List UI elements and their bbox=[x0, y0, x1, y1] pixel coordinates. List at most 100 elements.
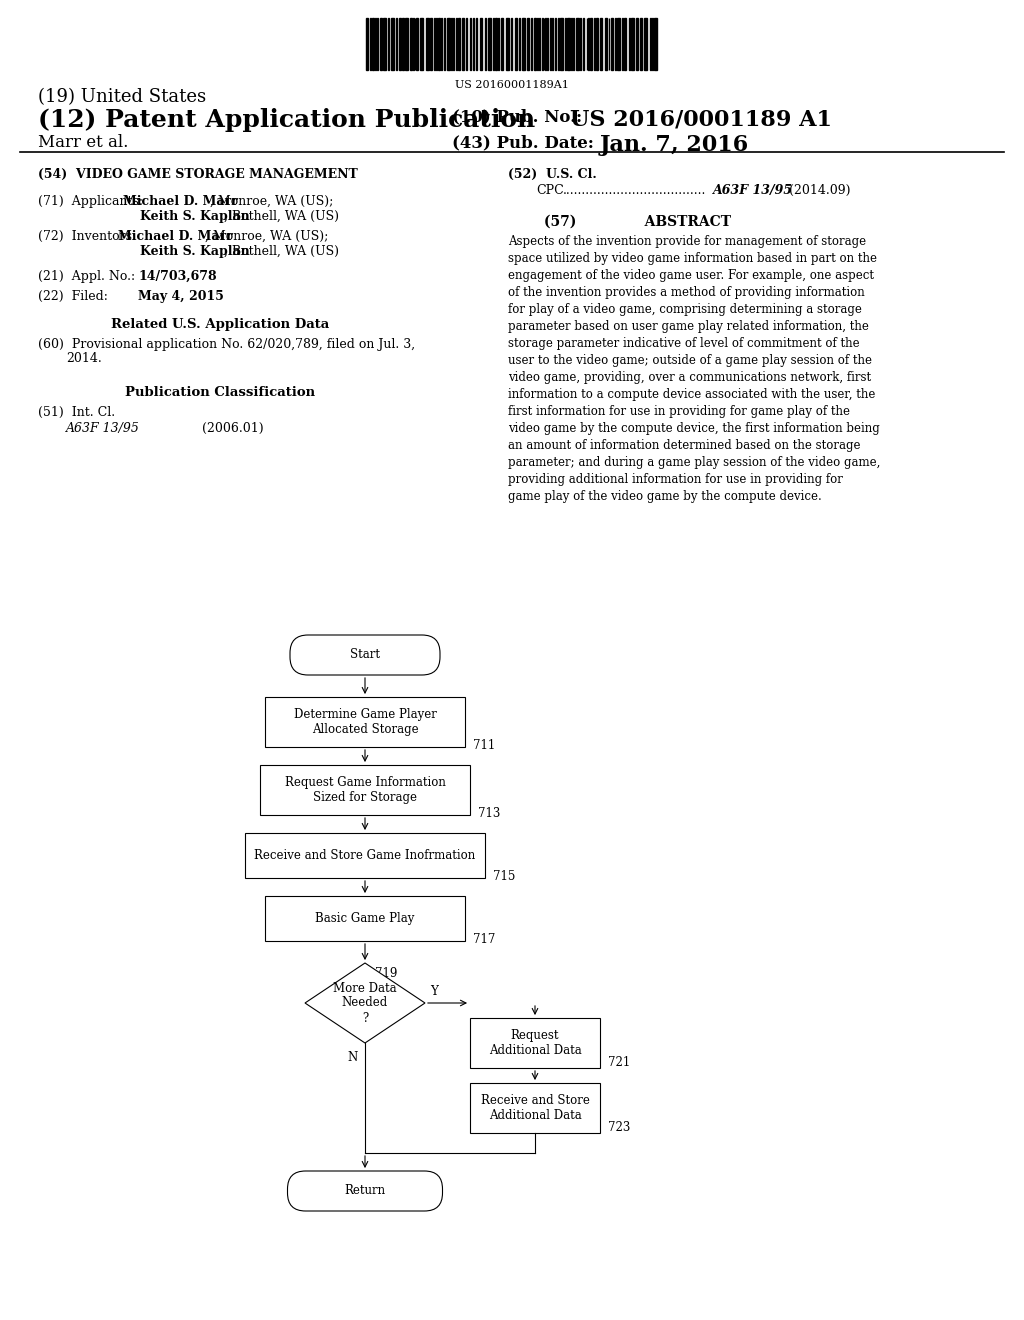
Text: Y: Y bbox=[430, 985, 438, 998]
Bar bbox=[515, 18, 517, 70]
Text: 721: 721 bbox=[608, 1056, 630, 1069]
Bar bbox=[438, 18, 440, 70]
Text: Request Game Information
Sized for Storage: Request Game Information Sized for Stora… bbox=[285, 776, 445, 804]
Text: 711: 711 bbox=[473, 739, 496, 752]
Bar bbox=[506, 18, 509, 70]
Text: Receive and Store Game Inofrmation: Receive and Store Game Inofrmation bbox=[254, 849, 475, 862]
Text: Basic Game Play: Basic Game Play bbox=[315, 912, 415, 925]
Bar bbox=[560, 18, 562, 70]
Text: .....................................: ..................................... bbox=[563, 183, 707, 197]
Bar bbox=[654, 18, 657, 70]
Text: US 20160001189A1: US 20160001189A1 bbox=[455, 81, 569, 90]
Text: , Monroe, WA (US);: , Monroe, WA (US); bbox=[205, 230, 329, 243]
Bar bbox=[605, 18, 606, 70]
Bar bbox=[479, 18, 482, 70]
Text: 715: 715 bbox=[493, 870, 515, 883]
Text: (2014.09): (2014.09) bbox=[785, 183, 851, 197]
Text: (2006.01): (2006.01) bbox=[166, 422, 263, 436]
Text: (57)              ABSTRACT: (57) ABSTRACT bbox=[545, 215, 731, 228]
Bar bbox=[366, 18, 368, 70]
Bar bbox=[577, 18, 579, 70]
Text: Keith S. Kaplan: Keith S. Kaplan bbox=[140, 210, 250, 223]
Bar bbox=[488, 18, 490, 70]
Bar bbox=[651, 18, 653, 70]
Bar bbox=[435, 18, 437, 70]
Text: Start: Start bbox=[350, 648, 380, 661]
Bar bbox=[636, 18, 638, 70]
Text: Michael D. Marr: Michael D. Marr bbox=[118, 230, 232, 243]
Bar bbox=[420, 18, 423, 70]
Text: 719: 719 bbox=[375, 968, 397, 979]
Bar bbox=[462, 18, 464, 70]
Bar bbox=[410, 18, 412, 70]
Text: Keith S. Kaplan: Keith S. Kaplan bbox=[140, 246, 250, 257]
Text: Receive and Store
Additional Data: Receive and Store Additional Data bbox=[480, 1094, 590, 1122]
Bar bbox=[523, 18, 525, 70]
Bar bbox=[502, 18, 504, 70]
Bar bbox=[459, 18, 461, 70]
Bar bbox=[265, 896, 465, 941]
FancyBboxPatch shape bbox=[288, 1171, 442, 1210]
Text: Publication Classification: Publication Classification bbox=[125, 385, 315, 399]
Text: (12) Patent Application Publication: (12) Patent Application Publication bbox=[38, 108, 536, 132]
Text: Aspects of the invention provide for management of storage
space utilized by vid: Aspects of the invention provide for man… bbox=[508, 235, 881, 503]
Text: (22)  Filed:: (22) Filed: bbox=[38, 290, 136, 304]
Text: More Data
Needed
?: More Data Needed ? bbox=[333, 982, 397, 1024]
Text: US 2016/0001189 A1: US 2016/0001189 A1 bbox=[570, 108, 831, 129]
Text: A63F 13/95: A63F 13/95 bbox=[66, 422, 140, 436]
Text: (21)  Appl. No.:: (21) Appl. No.: bbox=[38, 271, 143, 282]
Text: 14/703,678: 14/703,678 bbox=[138, 271, 217, 282]
Bar bbox=[640, 18, 642, 70]
Text: Determine Game Player
Allocated Storage: Determine Game Player Allocated Storage bbox=[294, 708, 436, 737]
Bar bbox=[527, 18, 529, 70]
Text: Request
Additional Data: Request Additional Data bbox=[488, 1030, 582, 1057]
Text: Jan. 7, 2016: Jan. 7, 2016 bbox=[600, 135, 750, 156]
Bar bbox=[426, 18, 429, 70]
Text: 2014.: 2014. bbox=[66, 352, 101, 366]
Text: Related U.S. Application Data: Related U.S. Application Data bbox=[111, 318, 329, 331]
Bar bbox=[624, 18, 626, 70]
Bar bbox=[596, 18, 598, 70]
Text: N: N bbox=[347, 1051, 357, 1064]
Bar bbox=[534, 18, 536, 70]
Text: (43) Pub. Date:: (43) Pub. Date: bbox=[452, 135, 594, 150]
Text: (10) Pub. No.:: (10) Pub. No.: bbox=[452, 108, 582, 125]
FancyBboxPatch shape bbox=[290, 635, 440, 675]
Text: 717: 717 bbox=[473, 933, 496, 946]
Text: 713: 713 bbox=[478, 807, 501, 820]
Bar bbox=[373, 18, 375, 70]
Text: CPC: CPC bbox=[536, 183, 564, 197]
Bar bbox=[399, 18, 401, 70]
Bar bbox=[260, 766, 470, 814]
Text: May 4, 2015: May 4, 2015 bbox=[138, 290, 224, 304]
Bar bbox=[600, 18, 602, 70]
Bar bbox=[617, 18, 620, 70]
Text: Marr et al.: Marr et al. bbox=[38, 135, 128, 150]
Bar bbox=[265, 697, 465, 747]
Bar bbox=[632, 18, 634, 70]
Text: (60)  Provisional application No. 62/020,789, filed on Jul. 3,: (60) Provisional application No. 62/020,… bbox=[38, 338, 415, 351]
Text: (72)  Inventors:: (72) Inventors: bbox=[38, 230, 136, 243]
Bar bbox=[567, 18, 570, 70]
Bar bbox=[611, 18, 613, 70]
Text: (51)  Int. Cl.: (51) Int. Cl. bbox=[38, 407, 115, 418]
Bar bbox=[430, 18, 432, 70]
Text: Michael D. Marr: Michael D. Marr bbox=[123, 195, 238, 209]
Text: (71)  Applicants:: (71) Applicants: bbox=[38, 195, 143, 209]
Bar bbox=[245, 833, 485, 878]
Bar bbox=[644, 18, 647, 70]
Bar bbox=[470, 1018, 600, 1068]
Bar bbox=[417, 18, 419, 70]
Text: (52)  U.S. Cl.: (52) U.S. Cl. bbox=[508, 168, 597, 181]
Bar bbox=[380, 18, 382, 70]
Bar bbox=[404, 18, 408, 70]
Bar bbox=[390, 18, 393, 70]
Polygon shape bbox=[305, 964, 425, 1043]
Text: Return: Return bbox=[344, 1184, 386, 1197]
Text: , Bothell, WA (US): , Bothell, WA (US) bbox=[224, 210, 339, 223]
Bar bbox=[447, 18, 450, 70]
Bar bbox=[383, 18, 386, 70]
Bar bbox=[495, 18, 497, 70]
Text: A63F 13/95: A63F 13/95 bbox=[713, 183, 794, 197]
Text: (19) United States: (19) United States bbox=[38, 88, 206, 106]
